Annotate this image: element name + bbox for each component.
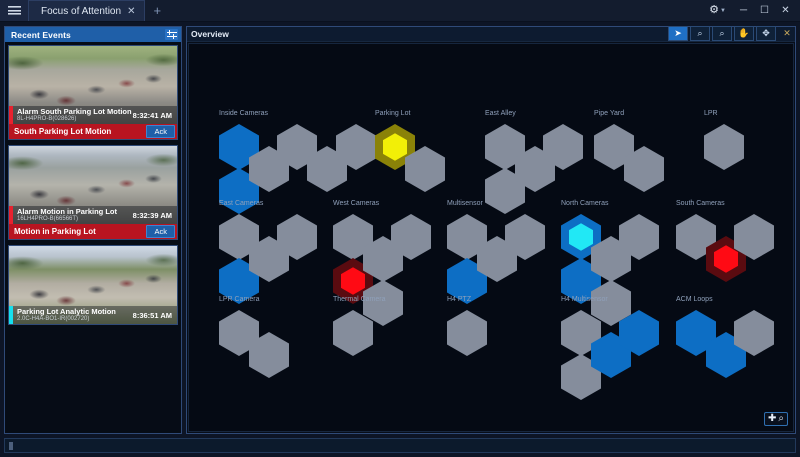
zoom-in-tool[interactable]: ⌕: [690, 26, 710, 41]
title-bar: Focus of Attention ✕ + ⚙ ▼ ─ ☐ ✕: [0, 0, 800, 22]
camera-scene: [9, 146, 177, 224]
hex-group-label: North Cameras: [561, 200, 609, 207]
hex-group-label: East Alley: [485, 110, 516, 117]
main-menu-button[interactable]: [0, 0, 28, 21]
event-time: 8:36:51 AM: [132, 310, 172, 320]
hamburger-icon: [7, 6, 21, 15]
hex-node[interactable]: [624, 146, 664, 192]
tab-focus-of-attention[interactable]: Focus of Attention ✕: [28, 0, 146, 21]
hex-group-label: Thermal Camera: [333, 296, 386, 303]
event-overlay: Parking Lot Analytic Motion 2.0C-H4A-BO1-…: [9, 306, 177, 324]
close-icon[interactable]: ✕: [127, 5, 136, 17]
pan-tool[interactable]: ✋: [734, 26, 754, 41]
hex-group-label: Multisensor: [447, 200, 483, 207]
event-overlay: Alarm Motion in Parking Lot 16LH4PRO-B(66…: [9, 206, 177, 224]
event-camera: 2.0C-H4A-BO1-IR(002720): [17, 315, 90, 322]
tab-label: Focus of Attention: [41, 5, 122, 17]
event-title: Alarm South Parking Lot Motion: [17, 107, 132, 116]
event-camera: 8L-H4PRO-B(028626): [17, 115, 77, 122]
move-icon[interactable]: ✚: [768, 413, 777, 424]
alarm-core: [341, 267, 365, 295]
event-thumbnail[interactable]: Parking Lot Analytic Motion 2.0C-H4A-BO1-…: [9, 246, 177, 324]
camera-scene: [9, 246, 177, 324]
alarm-banner: Motion in Parking Lot Ack: [9, 224, 177, 239]
hex-group-label: East Cameras: [219, 200, 264, 207]
event-thumbnail[interactable]: Alarm Motion in Parking Lot 16LH4PRO-B(66…: [9, 146, 177, 224]
camera-scene: [9, 46, 177, 124]
hex-group-label: ACM Loops: [676, 296, 713, 303]
ack-button[interactable]: Ack: [146, 125, 175, 138]
event-thumbnail[interactable]: Alarm South Parking Lot Motion 8L-H4PRO-B…: [9, 46, 177, 124]
view-toolbar: ➤ ⌕ ⌕ ✋ ✥ ✕: [668, 26, 794, 41]
hex-node[interactable]: [734, 310, 774, 356]
event-card[interactable]: Alarm Motion in Parking Lot 16LH4PRO-B(66…: [8, 145, 178, 240]
overview-header: Overview: [187, 27, 795, 42]
event-accent-bar: [9, 106, 13, 124]
alarm-label: South Parking Lot Motion: [14, 127, 112, 136]
overview-canvas[interactable]: Inside Cameras Parking Lot East Alley Pipe …: [188, 43, 794, 432]
status-bar-handle[interactable]: [9, 441, 13, 450]
event-camera: 16LH4PRO-B(66566T): [17, 215, 79, 222]
event-title: Parking Lot Analytic Motion: [17, 307, 116, 316]
overview-title: Overview: [191, 29, 229, 39]
recent-events-panel: Recent Events Alarm South Parking Lot Mo…: [4, 26, 182, 434]
maximize-button[interactable]: ☐: [760, 5, 769, 16]
alarm-core: [569, 223, 593, 251]
hex-node[interactable]: [591, 280, 631, 326]
hex-group-label: South Cameras: [676, 200, 725, 207]
event-title: Alarm Motion in Parking Lot: [17, 207, 118, 216]
event-accent-bar: [9, 206, 13, 224]
alarm-banner: South Parking Lot Motion Ack: [9, 124, 177, 139]
gear-icon: ⚙: [709, 4, 720, 16]
overview-panel: Overview Inside Cameras Parking Lot East A…: [186, 26, 796, 434]
minimize-button[interactable]: ─: [739, 5, 748, 16]
sliders-icon[interactable]: [165, 29, 178, 40]
hex-group-label: LPR: [704, 110, 718, 117]
hex-node[interactable]: [704, 124, 744, 170]
hex-group-label: Parking Lot: [375, 110, 411, 117]
hex-group-label: West Cameras: [333, 200, 380, 207]
main-content: Recent Events Alarm South Parking Lot Mo…: [0, 22, 800, 438]
hex-node[interactable]: [543, 124, 583, 170]
hex-node[interactable]: [619, 310, 659, 356]
hex-node[interactable]: [734, 214, 774, 260]
magnifier-icon[interactable]: ⌕: [778, 413, 784, 424]
event-time: 8:32:41 AM: [132, 110, 172, 120]
settings-menu-button[interactable]: ⚙ ▼: [709, 5, 726, 16]
ack-button[interactable]: Ack: [146, 225, 175, 238]
event-card[interactable]: Parking Lot Analytic Motion 2.0C-H4A-BO1-…: [8, 245, 178, 325]
event-time: 8:32:39 AM: [132, 210, 172, 220]
recent-events-list[interactable]: Alarm South Parking Lot Motion 8L-H4PRO-B…: [5, 42, 181, 433]
hex-map[interactable]: Inside Cameras Parking Lot East Alley Pipe …: [189, 44, 793, 431]
event-overlay: Alarm South Parking Lot Motion 8L-H4PRO-B…: [9, 106, 177, 124]
window-close-button[interactable]: ✕: [781, 5, 790, 16]
recent-events-title: Recent Events: [11, 29, 71, 40]
hex-node[interactable]: [333, 310, 373, 356]
event-accent-bar: [9, 306, 13, 324]
hex-node[interactable]: [447, 310, 487, 356]
hex-group-label: Pipe Yard: [594, 110, 625, 117]
alarm-core: [383, 133, 407, 161]
fit-tool[interactable]: ✥: [756, 26, 776, 41]
toolbar-close-button[interactable]: ✕: [783, 28, 791, 38]
hex-group-label: H4 Multisensor: [561, 296, 608, 303]
zoom-control-widget[interactable]: ✚ ⌕: [764, 412, 788, 426]
alarm-core: [714, 245, 738, 273]
select-tool[interactable]: ➤: [668, 26, 688, 41]
recent-events-header: Recent Events: [5, 27, 181, 42]
event-card[interactable]: Alarm South Parking Lot Motion 8L-H4PRO-B…: [8, 45, 178, 140]
hex-group-label: H4 PTZ: [447, 296, 472, 303]
hex-node[interactable]: [706, 236, 746, 282]
window-controls: ⚙ ▼ ─ ☐ ✕: [709, 0, 800, 21]
status-bar: [4, 438, 796, 453]
hex-group-label: Inside Cameras: [219, 110, 269, 117]
zoom-out-tool[interactable]: ⌕: [712, 26, 732, 41]
alarm-label: Motion in Parking Lot: [14, 227, 96, 236]
chevron-down-icon: ▼: [720, 7, 726, 14]
hex-node[interactable]: [619, 214, 659, 260]
hex-group-label: LPR Camera: [219, 296, 260, 303]
new-tab-button[interactable]: +: [153, 3, 162, 18]
